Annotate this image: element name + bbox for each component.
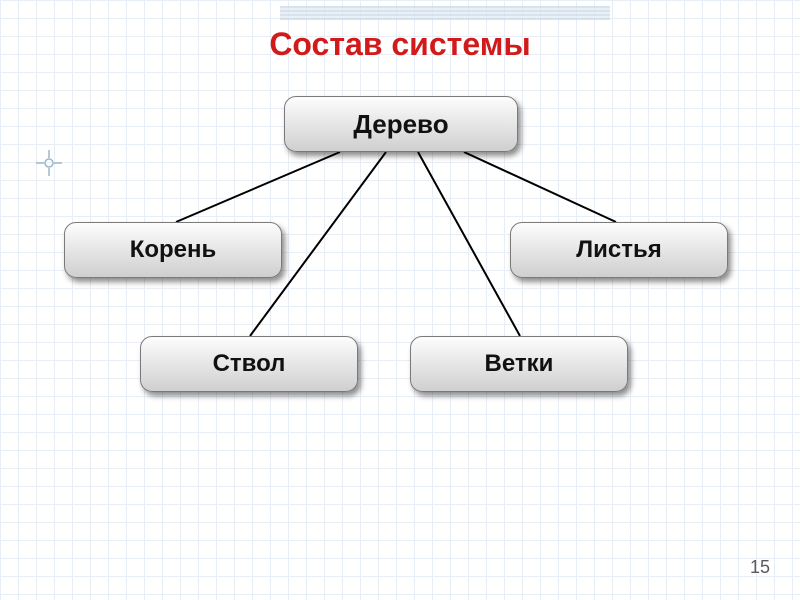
node-stvol: Ствол (140, 336, 358, 392)
page-number: 15 (750, 557, 770, 578)
decorative-band (280, 6, 610, 20)
page-title: Состав системы (0, 26, 800, 63)
corner-marker-icon (36, 150, 62, 176)
node-root: Дерево (284, 96, 518, 152)
node-listya: Листья (510, 222, 728, 278)
node-koren: Корень (64, 222, 282, 278)
node-vetki: Ветки (410, 336, 628, 392)
grid-background (0, 0, 800, 600)
